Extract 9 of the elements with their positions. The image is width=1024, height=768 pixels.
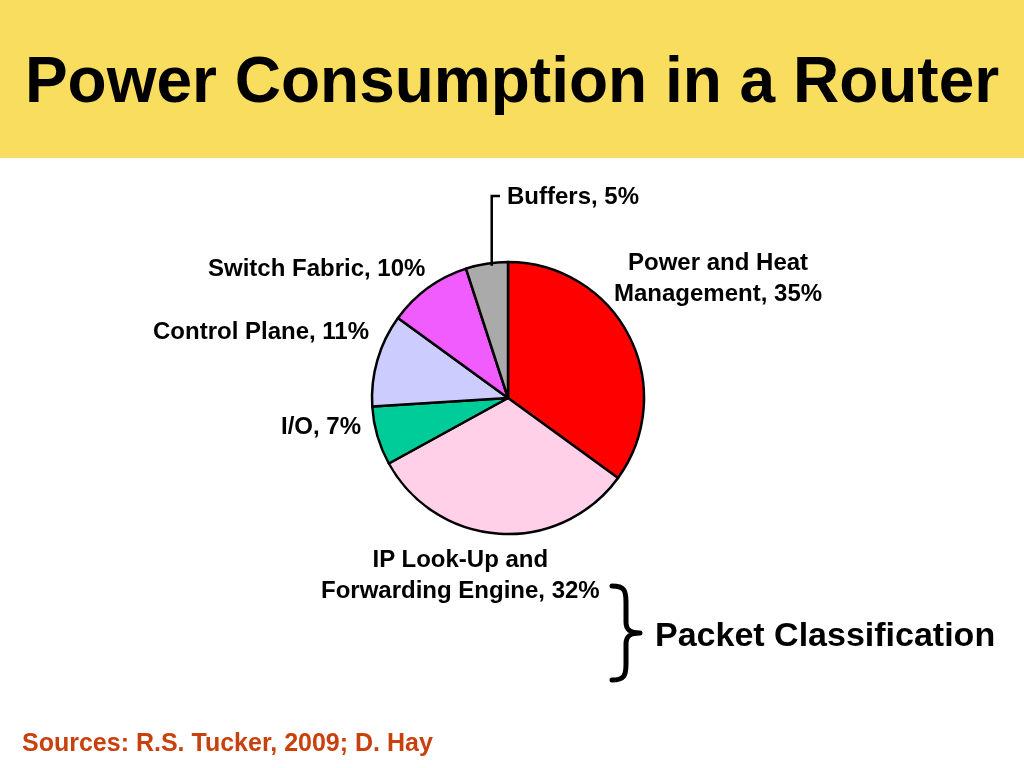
chart-title: Power Consumption in a Router xyxy=(24,44,1000,117)
slice-label: Switch Fabric, 10% xyxy=(208,254,426,281)
slice-label: I/O, 7% xyxy=(281,412,362,439)
text: Packet Classification xyxy=(655,615,996,653)
slice-label: IP Look-Up and Forwarding Engine, 32% xyxy=(321,545,600,604)
slice-label: Buffers, 5% xyxy=(507,182,640,209)
slice-label: Power and Heat Management, 35% xyxy=(614,248,823,307)
slice-label: Control Plane, 11% xyxy=(153,317,370,344)
source-note: Sources: R.S. Tucker, 2009; D. Hay xyxy=(22,728,433,756)
